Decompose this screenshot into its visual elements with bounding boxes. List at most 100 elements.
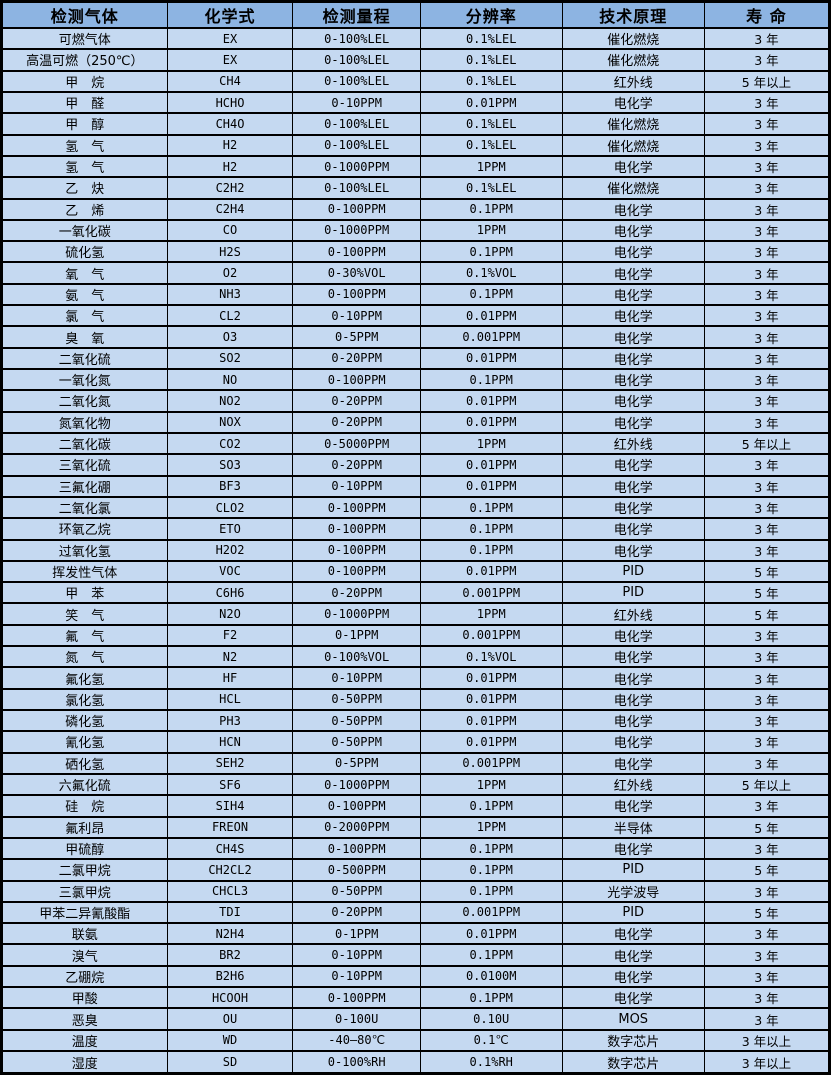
table-row: 挥发性气体 VOC 0-100PPM 0.01PPM PID 5 年 (1, 559, 831, 584)
cell-gas-name: 甲 醇 (1, 112, 168, 136)
cell-gas-name: 联氨 (1, 922, 168, 946)
table-row: 氮 气 N2 0-100%VOL 0.1%VOL 电化学 3 年 (1, 645, 831, 669)
header-gas: 检测气体 (1, 0, 168, 29)
cell-chemical-formula: CO (166, 218, 294, 243)
cell-tech-principle: 催化燃烧 (561, 112, 705, 136)
cell-resolution: 0.01PPM (419, 708, 563, 733)
cell-lifespan: 3 年 (703, 517, 831, 541)
cell-gas-name: 氯 气 (1, 304, 168, 328)
cell-tech-principle: 电化学 (561, 197, 705, 221)
cell-gas-name: 二氯甲烷 (1, 858, 168, 882)
cell-lifespan: 3 年 (703, 346, 831, 371)
cell-detection-range: 0-10PPM (292, 304, 421, 328)
cell-resolution: 0.01PPM (419, 730, 563, 754)
cell-chemical-formula: F2 (166, 623, 294, 648)
cell-gas-name: 甲酸 (1, 986, 168, 1010)
header-formula: 化学式 (166, 0, 294, 29)
cell-lifespan: 3 年 (703, 197, 831, 221)
cell-chemical-formula: C6H6 (166, 581, 294, 605)
cell-tech-principle: 红外线 (561, 602, 705, 626)
table-row: 二氯甲烷 CH2CL2 0-500PPM 0.1PPM PID 5 年 (1, 858, 831, 882)
cell-lifespan: 3 年 (703, 154, 831, 179)
cell-chemical-formula: ETO (166, 517, 294, 541)
cell-gas-name: 乙 烯 (1, 197, 168, 221)
cell-chemical-formula: N2O (166, 602, 294, 626)
cell-lifespan: 3 年 (703, 282, 831, 307)
cell-chemical-formula: C2H4 (166, 197, 294, 221)
cell-chemical-formula: CL2 (166, 304, 294, 328)
cell-tech-principle: 电化学 (561, 538, 705, 562)
cell-lifespan: 3 年以上 (703, 1050, 831, 1075)
cell-tech-principle: 数字芯片 (561, 1028, 705, 1053)
cell-gas-name: 氟 气 (1, 623, 168, 648)
cell-resolution: 0.1PPM (419, 538, 563, 562)
table-row: 湿度 SD 0-100%RH 0.1%RH 数字芯片 3 年以上 (1, 1050, 831, 1075)
cell-tech-principle: 红外线 (561, 772, 705, 797)
cell-gas-name: 臭 氧 (1, 325, 168, 349)
cell-gas-name: 氢 气 (1, 154, 168, 179)
table-row: 甲苯二异氰酸酯 TDI 0-20PPM 0.001PPM PID 5 年 (1, 900, 831, 925)
cell-resolution: 0.01PPM (419, 304, 563, 328)
cell-gas-name: 二氧化氮 (1, 389, 168, 413)
cell-tech-principle: 电化学 (561, 495, 705, 520)
cell-detection-range: 0-100PPM (292, 559, 421, 584)
cell-chemical-formula: SEH2 (166, 751, 294, 775)
header-range: 检测量程 (292, 0, 421, 29)
cell-lifespan: 5 年 (703, 815, 831, 839)
cell-detection-range: 0-1000PPM (292, 218, 421, 243)
cell-resolution: 0.01PPM (419, 90, 563, 115)
cell-lifespan: 3 年 (703, 943, 831, 967)
table-row: 甲 烷 CH4 0-100%LEL 0.1%LEL 红外线 5 年以上 (1, 69, 831, 93)
cell-chemical-formula: H2 (166, 133, 294, 157)
cell-tech-principle: 电化学 (561, 943, 705, 967)
cell-chemical-formula: HCL (166, 687, 294, 712)
cell-detection-range: 0-5PPM (292, 325, 421, 349)
cell-tech-principle: 电化学 (561, 517, 705, 541)
cell-resolution: 0.1%LEL (419, 176, 563, 200)
cell-resolution: 1PPM (419, 218, 563, 243)
cell-detection-range: 0-1000PPM (292, 602, 421, 626)
cell-chemical-formula: CH4S (166, 836, 294, 861)
cell-lifespan: 3 年 (703, 794, 831, 818)
table-row: 一氧化氮 NO 0-100PPM 0.1PPM 电化学 3 年 (1, 367, 831, 392)
cell-resolution: 0.1PPM (419, 836, 563, 861)
cell-chemical-formula: EX (166, 48, 294, 72)
cell-detection-range: 0-100PPM (292, 240, 421, 264)
cell-chemical-formula: HCN (166, 730, 294, 754)
header-principle: 技术原理 (561, 0, 705, 29)
cell-detection-range: 0-5PPM (292, 751, 421, 775)
cell-detection-range: 0-20PPM (292, 900, 421, 925)
cell-detection-range: 0-20PPM (292, 346, 421, 371)
cell-detection-range: 0-100PPM (292, 517, 421, 541)
cell-resolution: 0.001PPM (419, 751, 563, 775)
cell-chemical-formula: CH4O (166, 112, 294, 136)
cell-lifespan: 3 年 (703, 986, 831, 1010)
cell-chemical-formula: HF (166, 666, 294, 690)
header-row: 检测气体 化学式 检测量程 分辨率 技术原理寿 命 (1, 0, 831, 29)
cell-chemical-formula: TDI (166, 900, 294, 925)
cell-lifespan: 3 年 (703, 836, 831, 861)
table-row: 硒化氢 SEH2 0-5PPM 0.001PPM 电化学 3 年 (1, 751, 831, 775)
cell-resolution: 0.1PPM (419, 282, 563, 307)
cell-detection-range: 0-50PPM (292, 708, 421, 733)
table-row: 恶臭 OU 0-100U 0.10U MOS 3 年 (1, 1007, 831, 1031)
table-row: 六氟化硫 SF6 0-1000PPM 1PPM 红外线 5 年以上 (1, 772, 831, 797)
cell-detection-range: 0-100%LEL (292, 176, 421, 200)
cell-gas-name: 二氧化硫 (1, 346, 168, 371)
table-row: 乙 炔 C2H2 0-100%LEL 0.1%LEL 催化燃烧 3 年 (1, 176, 831, 200)
cell-lifespan: 3 年 (703, 389, 831, 413)
cell-chemical-formula: EX (166, 26, 294, 51)
table-row: 二氧化碳 CO2 0-5000PPM 1PPM 红外线 5 年以上 (1, 431, 831, 456)
cell-resolution: 0.001PPM (419, 581, 563, 605)
cell-detection-range: 0-100%LEL (292, 48, 421, 72)
cell-lifespan: 3 年以上 (703, 1028, 831, 1053)
cell-gas-name: 硒化氢 (1, 751, 168, 775)
cell-tech-principle: MOS (561, 1007, 705, 1031)
cell-gas-name: 环氧乙烷 (1, 517, 168, 541)
cell-lifespan: 5 年 (703, 900, 831, 925)
cell-lifespan: 3 年 (703, 474, 831, 498)
cell-tech-principle: 催化燃烧 (561, 133, 705, 157)
cell-gas-name: 甲 烷 (1, 69, 168, 93)
cell-detection-range: 0-1PPM (292, 922, 421, 946)
